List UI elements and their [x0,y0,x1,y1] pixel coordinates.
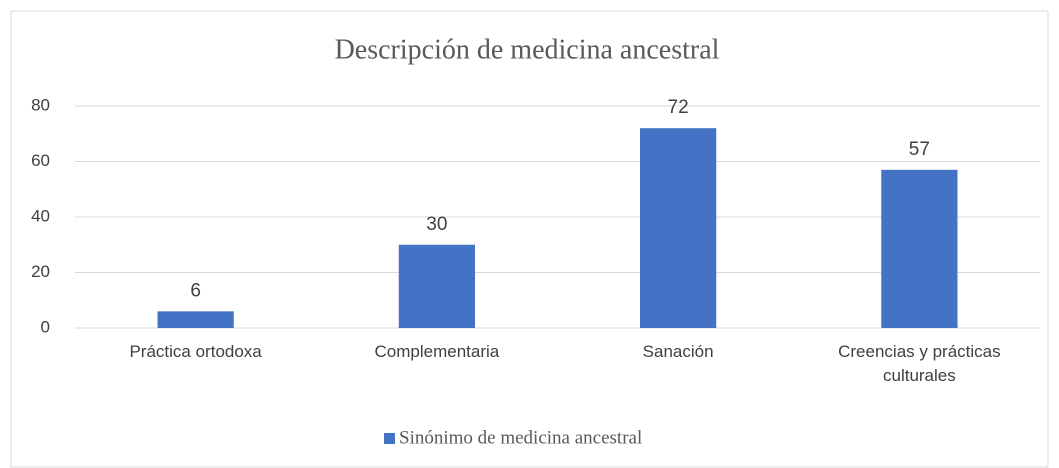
x-tick-label-box: Creencias y prácticas culturales [838,342,1001,385]
y-tick-label: 80 [31,95,50,114]
y-tick-label: 40 [31,206,50,225]
x-tick-label: Sanación [642,342,714,361]
x-tick-label-box: Práctica ortodoxa [129,342,262,361]
legend-label: Sinónimo de medicina ancestral [399,427,642,448]
y-tick-label: 0 [41,317,50,336]
x-tick-label-box: Complementaria [374,342,500,361]
data-label: 6 [190,280,201,301]
data-label: 30 [426,214,447,235]
chart-border [10,10,1049,468]
data-label: 72 [668,97,689,118]
x-tick-label-box: Sanación [642,342,714,361]
x-tick-label: Creencias y prácticas culturales [838,342,1001,385]
x-tick-label: Complementaria [374,342,500,361]
y-tick-label: 60 [31,151,50,170]
bar [157,311,234,328]
legend-swatch [384,433,395,444]
x-tick-label: Práctica ortodoxa [129,342,262,361]
y-tick-label: 20 [31,262,50,281]
bar [398,244,475,328]
chart-title: Descripción de medicina ancestral [335,34,720,65]
data-label: 57 [909,139,930,160]
bar [640,128,717,328]
bar [881,169,958,328]
